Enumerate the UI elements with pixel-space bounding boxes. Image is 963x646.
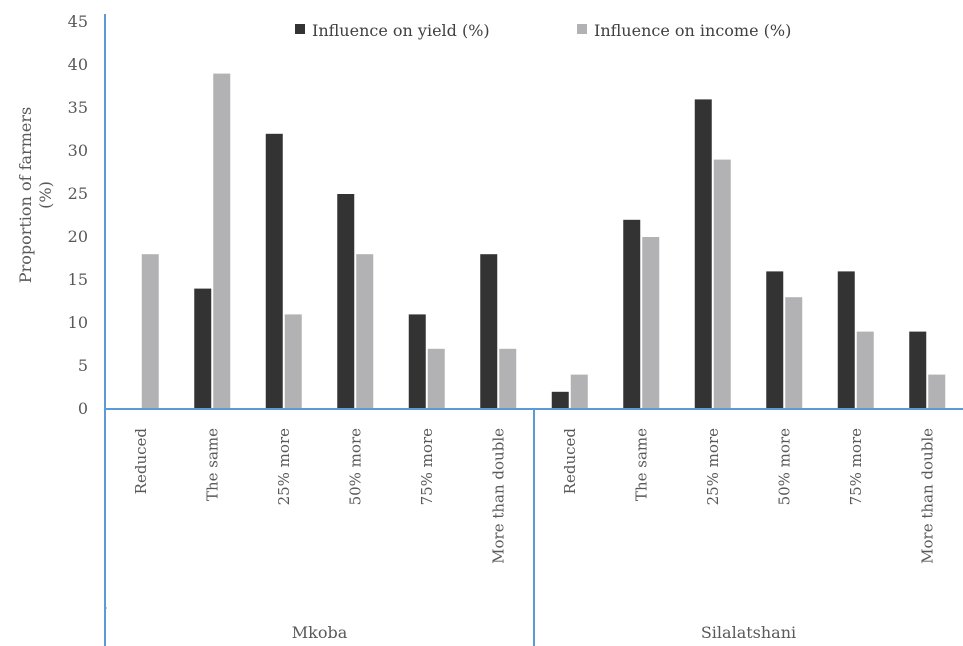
bar-yield — [766, 271, 784, 409]
bar-yield — [909, 331, 927, 409]
category-label: Reduced — [132, 428, 150, 495]
category-label: The same — [203, 428, 221, 501]
bar-yield — [408, 314, 426, 409]
category-label: 50% more — [346, 428, 364, 506]
y-axis-title-line: (%) — [36, 181, 55, 209]
y-tick-label: 10 — [68, 313, 88, 332]
y-axis-title-line: Proportion of farmers — [16, 107, 35, 283]
bar-yield — [551, 391, 569, 409]
bar-income — [141, 254, 159, 409]
bar-yield — [623, 219, 641, 409]
bar-income — [213, 73, 231, 409]
bar-income — [928, 374, 946, 409]
y-tick-label: 25 — [68, 184, 88, 203]
bar-income — [856, 331, 874, 409]
category-label: The same — [632, 428, 650, 501]
bar-yield — [194, 288, 212, 409]
bar-income — [427, 348, 445, 409]
bar-yield — [694, 99, 712, 410]
y-tick-label: 0 — [78, 399, 88, 418]
legend-label-income: Influence on income (%) — [594, 21, 791, 40]
category-label: 50% more — [775, 428, 793, 506]
bar-yield — [837, 271, 855, 409]
y-tick-label: 5 — [78, 356, 88, 375]
bar-yield — [480, 254, 498, 409]
bar-income — [499, 348, 517, 409]
y-tick-label: 30 — [68, 141, 88, 160]
category-label: 25% more — [275, 428, 293, 506]
y-axis-title: Proportion of farmers(%) — [16, 107, 55, 283]
legend-swatch-yield — [295, 24, 305, 34]
y-tick-label: 45 — [68, 12, 88, 31]
category-label: 75% more — [418, 428, 436, 506]
category-label: 25% more — [704, 428, 722, 506]
legend-label-yield: Influence on yield (%) — [312, 21, 490, 40]
legend-swatch-income — [577, 24, 587, 34]
y-tick-label: 15 — [68, 270, 88, 289]
y-tick-label: 40 — [68, 55, 88, 74]
category-label: 75% more — [847, 428, 865, 506]
y-tick-label: 20 — [68, 227, 88, 246]
bar-income — [570, 374, 588, 409]
bar-income — [785, 297, 803, 409]
bar-income — [356, 254, 374, 409]
group-label: Silalatshani — [701, 623, 796, 642]
bar-income — [642, 237, 660, 409]
bar-income — [284, 314, 302, 409]
group-label: Mkoba — [292, 623, 348, 642]
bar-yield — [337, 194, 355, 409]
category-label: More than double — [489, 428, 507, 564]
category-label: More than double — [918, 428, 936, 564]
category-label: Reduced — [561, 428, 579, 495]
bar-yield — [265, 133, 283, 410]
bar-income — [713, 159, 731, 409]
y-tick-label: 35 — [68, 98, 88, 117]
